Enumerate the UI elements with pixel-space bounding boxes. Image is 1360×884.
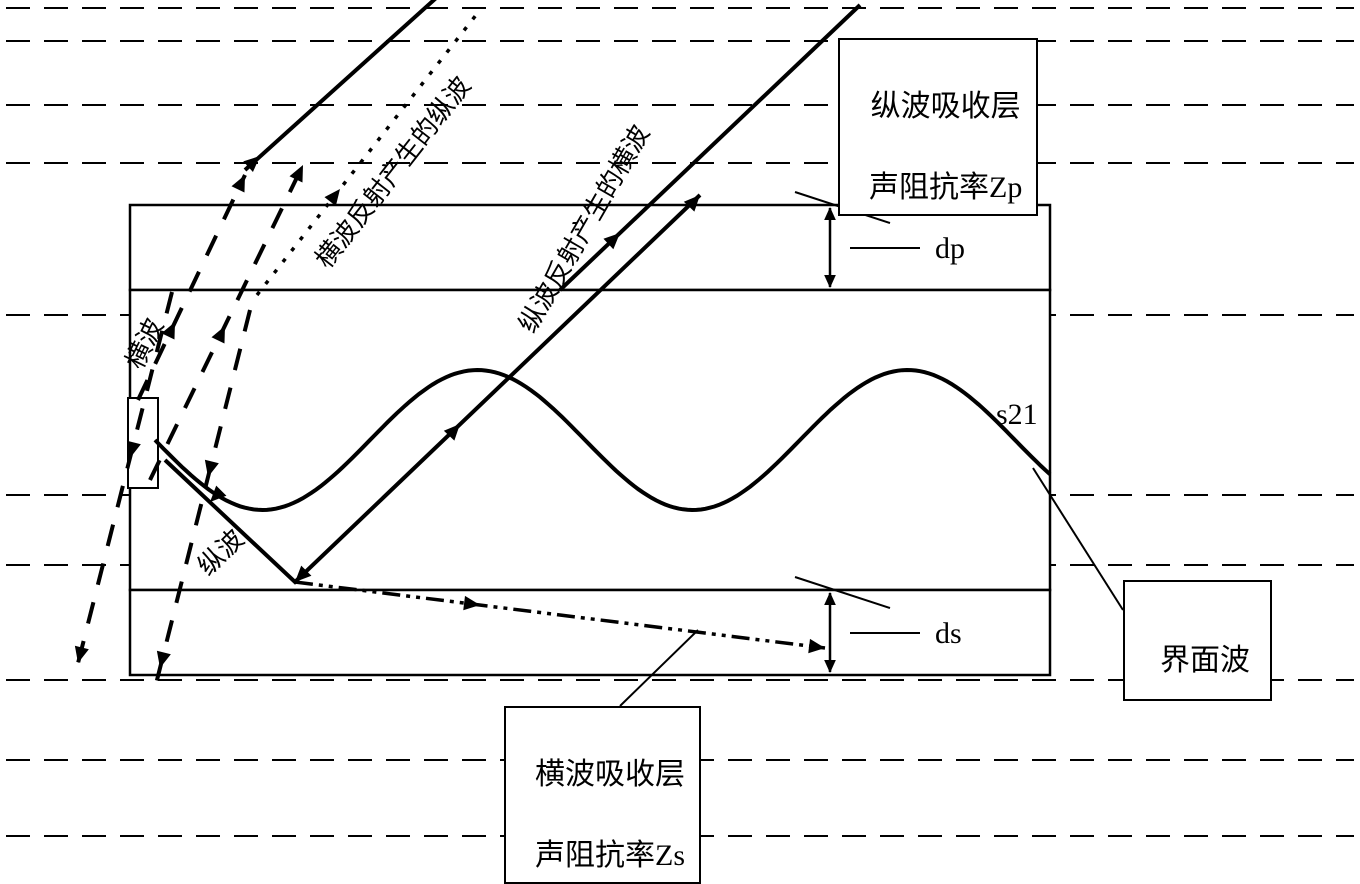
box-top-absorb-line1: 纵波吸收层 <box>871 90 1021 123</box>
s21-label: s21 <box>996 398 1038 432</box>
box-top-absorb-line2: 声阻抗率Zp <box>869 171 1022 204</box>
box-top-absorb: 纵波吸收层 声阻抗率Zp <box>838 38 1038 216</box>
box-interface-text: 界面波 <box>1160 644 1250 677</box>
ds-label: ds <box>935 617 962 651</box>
dp-label: dp <box>935 232 965 266</box>
box-bottom-absorb: 横波吸收层 声阻抗率Zs <box>504 706 701 884</box>
box-bottom-absorb-line1: 横波吸收层 <box>535 758 685 791</box>
box-bottom-absorb-line2: 声阻抗率Zs <box>535 839 685 872</box>
box-interface-wave: 界面波 <box>1123 580 1272 701</box>
